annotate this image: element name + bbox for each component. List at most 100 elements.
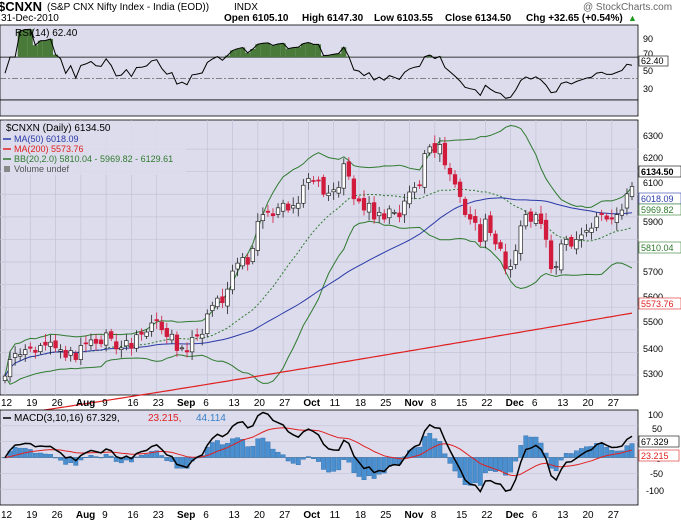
macd-histogram-bar	[53, 457, 58, 459]
price-tick: 5900	[643, 217, 663, 227]
date-tick-label: 6	[532, 510, 538, 521]
candle-body	[139, 331, 144, 335]
macd-histogram-bar	[589, 446, 594, 458]
candle-body	[306, 178, 311, 183]
macd-histogram-bar	[442, 453, 448, 458]
candle-body	[124, 340, 129, 347]
candle-body	[53, 340, 58, 349]
macd-histogram-bar	[149, 451, 155, 458]
candle-body	[12, 353, 18, 358]
date-tick-label: 8	[431, 510, 437, 521]
candle-body	[427, 146, 432, 154]
date-tick-label: 27	[608, 398, 620, 409]
macd-tick: -50	[650, 469, 663, 479]
candle-body	[23, 349, 28, 355]
candle-body	[528, 211, 534, 222]
chart-header: $CNXN (S&P CNX Nifty Index - India (EOD)…	[0, 0, 672, 24]
date-tick-label: 18	[355, 398, 367, 409]
candle-body	[7, 359, 13, 378]
macd-histogram-bar	[508, 457, 514, 473]
candle-body	[533, 214, 539, 224]
macd-histogram-bar	[164, 457, 170, 461]
candle-body	[291, 205, 296, 209]
date-axis: 12 19 26 Aug 9 16 23 Sep 6 13 20 27 Oct 11 18 25 Nov 8 15 2…	[1, 398, 619, 409]
date-tick-label: 12	[1, 398, 13, 409]
candle-body	[174, 334, 180, 351]
candle-body	[351, 178, 357, 200]
macd-histogram-bar	[139, 455, 144, 458]
candle-body	[184, 350, 190, 353]
candle-body	[93, 338, 99, 344]
macd-histogram-bar	[88, 455, 94, 458]
date-tick-label: 11	[330, 398, 341, 409]
candle-body	[144, 331, 149, 337]
price-tick: 6100	[643, 178, 663, 188]
candle-body	[28, 346, 33, 349]
price-panel: $CNXN (Daily) 6134.50 MA(50) 6018.09 MA(…	[0, 119, 681, 417]
macd-histogram-bar	[134, 456, 139, 458]
macd-histogram-bar	[321, 457, 326, 470]
date-tick-label: 20	[582, 398, 594, 409]
candle-body	[2, 375, 8, 381]
macd-histogram-bar	[123, 457, 129, 461]
rsi-tick: 50	[643, 66, 653, 76]
date-tick-label: 6	[532, 398, 538, 409]
rsi-value-tag-bg	[638, 55, 669, 67]
macd-histogram-bar	[568, 453, 574, 458]
macd-histogram-bar	[553, 457, 559, 472]
price-legend-bg	[1, 122, 186, 175]
candle-body	[275, 207, 281, 215]
macd-hist-label: 44.114	[196, 413, 226, 424]
change-arrow-icon: ▲	[628, 13, 637, 23]
candle-body	[624, 193, 630, 209]
date-tick-label: 19	[26, 510, 38, 521]
date-tick-label: 18	[355, 510, 367, 521]
candle-body	[296, 202, 301, 209]
watermark: @ StockCharts.com	[583, 2, 672, 13]
macd-histogram-bar	[447, 457, 453, 464]
rsi-panel-bg	[0, 24, 639, 117]
date-tick-label: 20	[254, 510, 266, 521]
candle-body	[604, 215, 609, 220]
ma50-tag: 6018.09	[641, 194, 674, 204]
candle-body	[417, 184, 422, 187]
ma200-tag-bg	[638, 297, 681, 310]
macd-histogram-bar	[98, 457, 104, 459]
price-tick: 6300	[643, 131, 663, 141]
candle-body	[382, 213, 387, 220]
rsi-tick: 30	[643, 84, 653, 94]
macd-histogram-bar	[245, 446, 251, 458]
macd-histogram-bar	[457, 457, 463, 478]
macd-tick: 100	[648, 410, 663, 420]
candle-body	[78, 345, 83, 360]
date-tick-label: 12	[1, 510, 13, 521]
candle-body	[508, 266, 513, 270]
candle-body	[609, 217, 614, 220]
date-tick-label: Oct	[303, 398, 320, 409]
macd-histogram-bar	[477, 457, 483, 486]
macd-signal-line	[4, 427, 633, 477]
date-tick-label: 6	[203, 510, 209, 521]
candle-body	[478, 224, 483, 243]
candle-body	[442, 142, 448, 166]
candle-body	[73, 352, 78, 360]
macd-histogram-bar	[83, 456, 89, 458]
macd-histogram-bar	[594, 443, 600, 458]
candle-body	[432, 143, 437, 153]
date-tick-label: 26	[52, 398, 64, 409]
macd-histogram-bar	[204, 446, 210, 458]
macd-histogram-bar	[316, 457, 321, 462]
candle-body	[599, 213, 604, 215]
date-tick-label: 11	[330, 510, 341, 521]
macd-line	[4, 411, 633, 494]
candle-body	[260, 214, 266, 222]
candle-body	[179, 347, 185, 350]
date-axis-bottom: 12 19 26 Aug 9 16 23 Sep 6 13 20 27 Oct 11 18 25 Nov 8 15 2…	[1, 510, 619, 521]
candle-body	[103, 332, 109, 346]
macd-tick: -100	[646, 486, 664, 496]
candle-body	[392, 211, 397, 214]
macd-histogram-bar	[356, 457, 362, 477]
candle-body	[468, 214, 473, 220]
date-tick-label: 27	[608, 510, 620, 521]
